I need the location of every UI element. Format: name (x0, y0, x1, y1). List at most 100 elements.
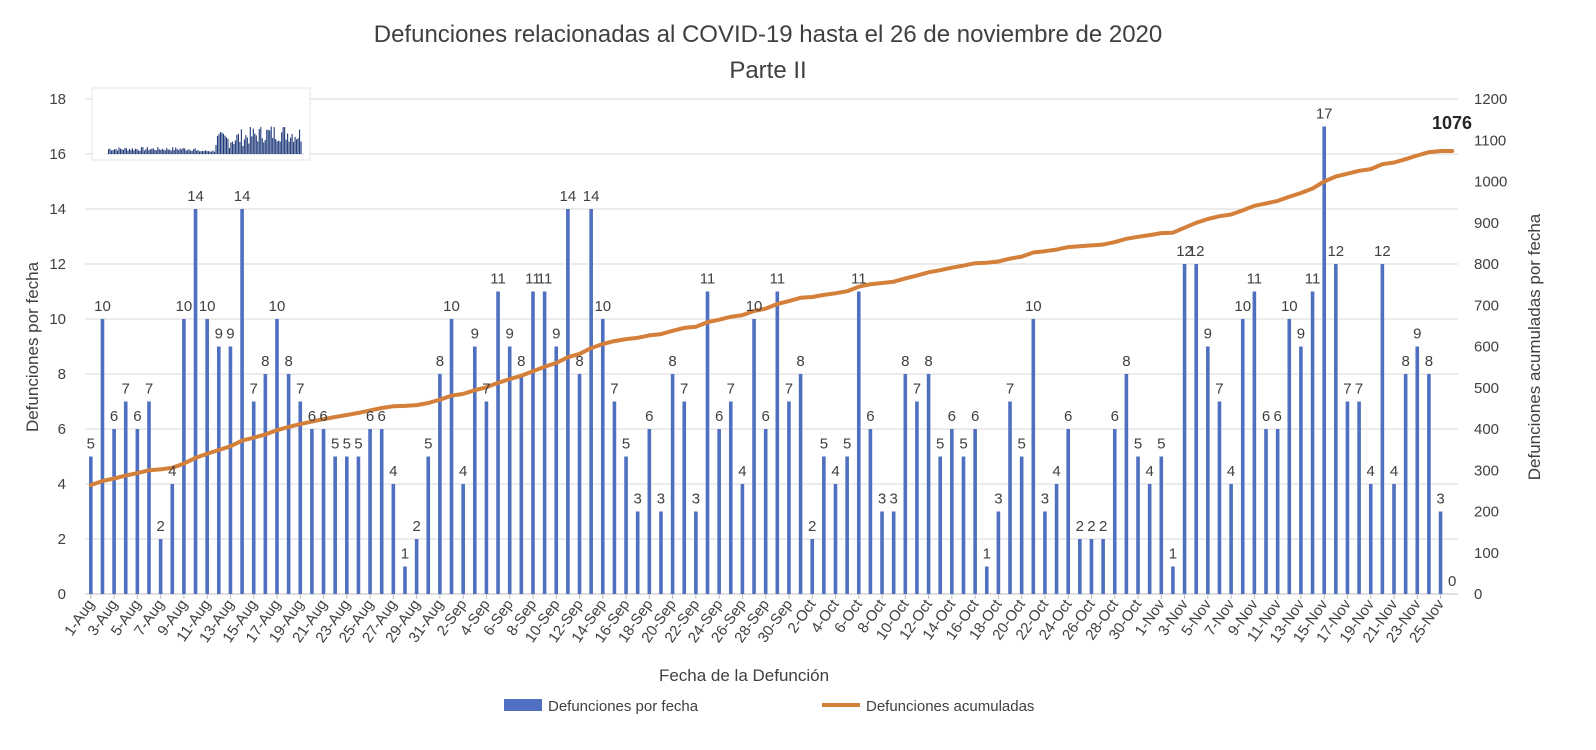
inset-bar (136, 149, 138, 154)
bar (694, 511, 698, 594)
bar (822, 456, 826, 594)
inset-bar (249, 127, 251, 154)
bar (1019, 456, 1024, 594)
bar-value-label: 2 (1099, 518, 1107, 535)
bar (1403, 374, 1408, 594)
bar-value-label: 7 (913, 381, 921, 398)
bar (1008, 401, 1012, 594)
bar (635, 511, 640, 594)
inset-bar (202, 151, 204, 154)
y2-tick-label: 200 (1474, 504, 1499, 521)
bar (426, 456, 431, 594)
inset-bar (209, 151, 211, 154)
bar (891, 511, 896, 594)
bar (100, 319, 105, 594)
bar-value-label: 10 (746, 298, 763, 315)
inset-bar (222, 133, 225, 154)
bar-value-label: 6 (378, 408, 386, 425)
bar (112, 429, 116, 594)
inset-bar (127, 150, 129, 154)
y2-tick-label: 700 (1474, 297, 1499, 314)
bar (961, 456, 966, 594)
bar-value-label: 4 (1052, 463, 1060, 480)
bar (449, 319, 454, 594)
bar-value-label: 4 (831, 463, 839, 480)
inset-bar (285, 139, 287, 154)
bar (1240, 319, 1245, 594)
inset-bar (167, 149, 169, 154)
inset-bar (294, 136, 296, 154)
bar (147, 401, 151, 594)
bar (705, 291, 710, 594)
inset-bar (151, 148, 153, 154)
y2-tick-label: 1000 (1474, 174, 1507, 191)
bar-value-label: 9 (471, 326, 479, 343)
inset-bar (175, 147, 177, 154)
bar (496, 291, 500, 594)
inset-bar (154, 149, 156, 154)
inset-bar (179, 148, 181, 154)
inset-bar (143, 150, 145, 154)
inset-bar (240, 129, 242, 154)
bar-value-label: 3 (994, 491, 1002, 508)
bar (903, 374, 908, 594)
inset-bar (124, 147, 126, 154)
bar-value-label: 6 (1262, 408, 1270, 425)
bar-value-label: 11 (537, 271, 553, 288)
bar (461, 484, 465, 594)
bar (205, 319, 209, 594)
bar-value-label: 9 (506, 326, 514, 343)
bar (1264, 429, 1268, 594)
bar-value-label: 4 (1390, 463, 1398, 480)
bar-value-label: 9 (1413, 326, 1421, 343)
bar (391, 484, 396, 594)
y2-tick-label: 900 (1474, 215, 1499, 232)
inset-bar (221, 132, 223, 154)
bar-value-label: 5 (843, 436, 851, 453)
bar-value-label: 7 (1343, 381, 1351, 398)
bar (880, 511, 884, 594)
bar (950, 429, 954, 594)
bar (763, 429, 768, 594)
bar-value-label: 1 (1169, 546, 1177, 563)
bar-value-label: 7 (296, 381, 304, 398)
bar-value-label: 12 (1188, 243, 1205, 260)
bar (1182, 264, 1187, 594)
bar-value-label: 2 (412, 518, 420, 535)
bar-value-label: 10 (269, 298, 286, 315)
inset-bar (160, 150, 162, 154)
inset-bar (155, 150, 157, 154)
bar (182, 319, 186, 594)
bar (717, 429, 721, 594)
bar-value-label: 5 (331, 436, 339, 453)
bar-value-label: 7 (482, 381, 490, 398)
bar-value-label: 3 (692, 491, 700, 508)
bar (659, 511, 663, 594)
inset-bar (242, 146, 244, 154)
y2-tick-label: 100 (1474, 545, 1499, 562)
cumulative-line-series (88, 149, 1455, 488)
bar (1345, 401, 1350, 594)
y-tick-label: 0 (58, 586, 66, 603)
y2-tick-label: 600 (1474, 339, 1499, 356)
bar (251, 401, 256, 594)
bar (1334, 264, 1338, 594)
bar-value-label: 11 (770, 271, 786, 288)
bar (123, 401, 128, 594)
inset-bar (173, 150, 175, 154)
left-axis-ticks: 0 2 4 6 8 10 12 14 16 18 (49, 91, 66, 603)
bar (531, 291, 535, 594)
bar (472, 346, 477, 594)
inset-bar (118, 147, 120, 154)
bar (1206, 346, 1210, 594)
bar (612, 401, 617, 594)
bar-value-label: 9 (1297, 326, 1305, 343)
inset-bar (216, 135, 219, 154)
bar (240, 209, 244, 594)
inset-bar (181, 149, 183, 154)
inset-bar (254, 133, 256, 154)
bar-value-label: 11 (525, 271, 541, 288)
bar (1252, 291, 1257, 594)
bar-value-label: 17 (1316, 106, 1333, 123)
